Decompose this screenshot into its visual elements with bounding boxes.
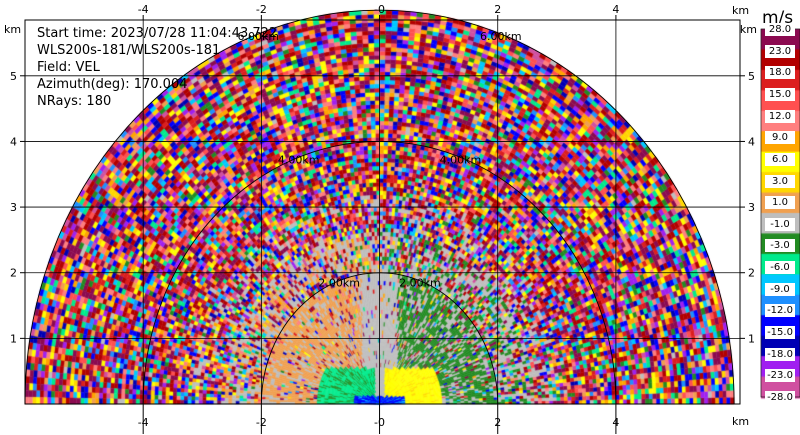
colorbar-tick-label: -9.0 bbox=[765, 282, 795, 296]
x-tick-label-top: -4 bbox=[138, 3, 149, 16]
axis-unit-label: km bbox=[732, 4, 749, 17]
y-tick-label-right: 5 bbox=[748, 70, 755, 83]
colorbar-tick-label: 3.0 bbox=[765, 174, 795, 188]
y-tick-label-left: 4 bbox=[10, 135, 17, 148]
axis-unit-label: km bbox=[4, 23, 21, 36]
colorbar-tick-label: 28.0 bbox=[765, 23, 795, 36]
range-ring-label: 2.00km bbox=[318, 277, 360, 290]
colorbar-tick-label: -28.0 bbox=[765, 391, 795, 404]
colorbar-tick-label: -23.0 bbox=[765, 369, 795, 383]
range-ring-label: 6.00km bbox=[237, 30, 279, 43]
range-ring-label: 4.00km bbox=[278, 153, 320, 166]
colorbar-tick-label: -15.0 bbox=[765, 326, 795, 340]
colorbar-tick-label: 23.0 bbox=[765, 44, 795, 58]
y-tick-label-right: 2 bbox=[748, 267, 755, 280]
axis-unit-label: km bbox=[740, 23, 757, 36]
x-tick-label-top: -0 bbox=[374, 3, 385, 16]
y-tick-label-left: 2 bbox=[10, 267, 17, 280]
axis-unit-label: km bbox=[732, 415, 749, 428]
range-ring bbox=[260, 272, 499, 405]
colorbar-tick-label: 1.0 bbox=[765, 196, 795, 210]
colorbar-tick-label: 15.0 bbox=[765, 87, 795, 101]
y-tick-label-right: 3 bbox=[748, 201, 755, 214]
colorbar-tick-label: -6.0 bbox=[765, 261, 795, 275]
azimuth-text: Azimuth(deg): 170.004 bbox=[37, 77, 188, 92]
range-ring-label: 6.00km bbox=[480, 30, 522, 43]
colorbar-tick-label: -3.0 bbox=[765, 239, 795, 253]
y-tick-label-left: 5 bbox=[10, 70, 17, 83]
range-ring-label: 4.00km bbox=[440, 153, 482, 166]
x-tick-label-top: -2 bbox=[256, 3, 267, 16]
x-tick-label-bottom: 2 bbox=[494, 416, 501, 429]
range-ring-label: 2.00km bbox=[399, 277, 441, 290]
colorbar-tick-label: 18.0 bbox=[765, 66, 795, 80]
start-time-text: Start time: 2023/07/28 11:04:43.722 bbox=[37, 26, 278, 41]
colorbar-tick-label: -18.0 bbox=[765, 347, 795, 361]
x-tick-label-bottom: 4 bbox=[612, 416, 619, 429]
x-tick-label-top: 4 bbox=[612, 3, 619, 16]
y-tick-label-right: 4 bbox=[748, 135, 755, 148]
colorbar-tick-label: -12.0 bbox=[765, 304, 795, 318]
x-tick-label-bottom: -0 bbox=[374, 416, 385, 429]
colorbar-frame bbox=[760, 28, 800, 398]
y-tick-label-left: 3 bbox=[10, 201, 17, 214]
y-tick-label-right: 1 bbox=[748, 332, 755, 345]
colorbar-tick-label: 12.0 bbox=[765, 109, 795, 123]
colorbar-tick-label: -1.0 bbox=[765, 217, 795, 231]
colorbar-tick-label: 6.0 bbox=[765, 152, 795, 166]
instrument-text: WLS200s-181/WLS200s-181 bbox=[37, 43, 221, 58]
x-tick-label-bottom: -4 bbox=[138, 416, 149, 429]
colorbar-tick-label: 9.0 bbox=[765, 131, 795, 145]
nrays-text: NRays: 180 bbox=[37, 94, 112, 109]
y-tick-label-left: 1 bbox=[10, 332, 17, 345]
plot-frame bbox=[24, 19, 741, 405]
range-ring bbox=[24, 9, 735, 405]
x-tick-label-bottom: -2 bbox=[256, 416, 267, 429]
x-tick-label-top: 2 bbox=[494, 3, 501, 16]
field-text: Field: VEL bbox=[37, 60, 100, 75]
